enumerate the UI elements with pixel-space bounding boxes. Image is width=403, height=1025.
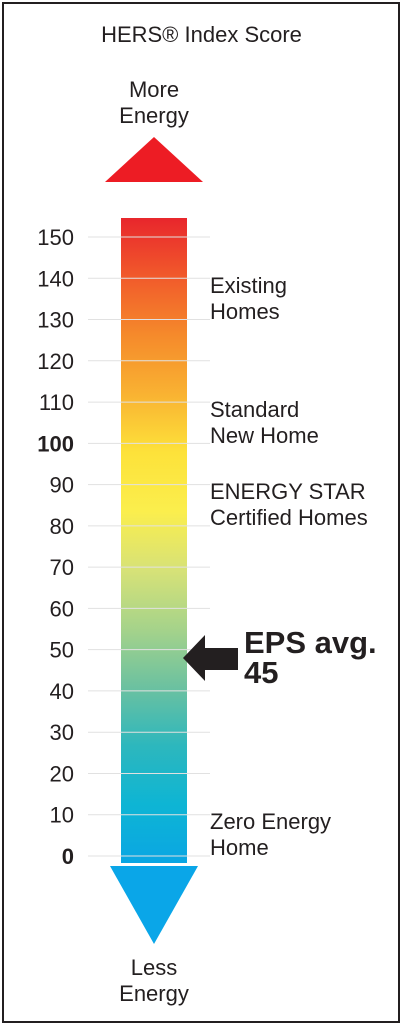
- tick-label: 20: [50, 761, 74, 786]
- tick-label: 90: [50, 473, 74, 498]
- diagram-title: HERS® Index Score: [101, 22, 302, 47]
- tick-label: 60: [50, 596, 74, 621]
- eps-arrow: [183, 635, 238, 681]
- tick-label: 70: [50, 555, 74, 580]
- scale-bar: [121, 218, 187, 863]
- tick-label: 140: [37, 266, 74, 291]
- annotation-energy-star: ENERGY STAR Certified Homes: [210, 479, 368, 531]
- tick-label: 50: [50, 638, 74, 663]
- more-energy-arrow: [105, 137, 203, 182]
- annotation-standard: Standard New Home: [210, 396, 319, 448]
- tick-label: 100: [37, 431, 74, 456]
- eps-average-label: EPS avg. 45: [244, 625, 377, 690]
- tick-label: 110: [39, 390, 74, 415]
- tick-label: 0: [62, 844, 74, 869]
- tick-label: 120: [37, 349, 74, 374]
- annotation-zero: Zero Energy Home: [210, 809, 332, 861]
- more-energy-label: More Energy: [119, 77, 189, 128]
- tick-label: 130: [37, 308, 74, 333]
- less-energy-label: Less Energy: [119, 955, 189, 1006]
- annotation-existing: Existing Homes: [210, 272, 288, 324]
- tick-label: 40: [50, 679, 74, 704]
- tick-label: 10: [50, 803, 74, 828]
- less-energy-arrow: [110, 866, 198, 944]
- tick-label: 80: [50, 514, 74, 539]
- tick-label: 30: [50, 720, 74, 745]
- tick-label: 150: [37, 225, 74, 250]
